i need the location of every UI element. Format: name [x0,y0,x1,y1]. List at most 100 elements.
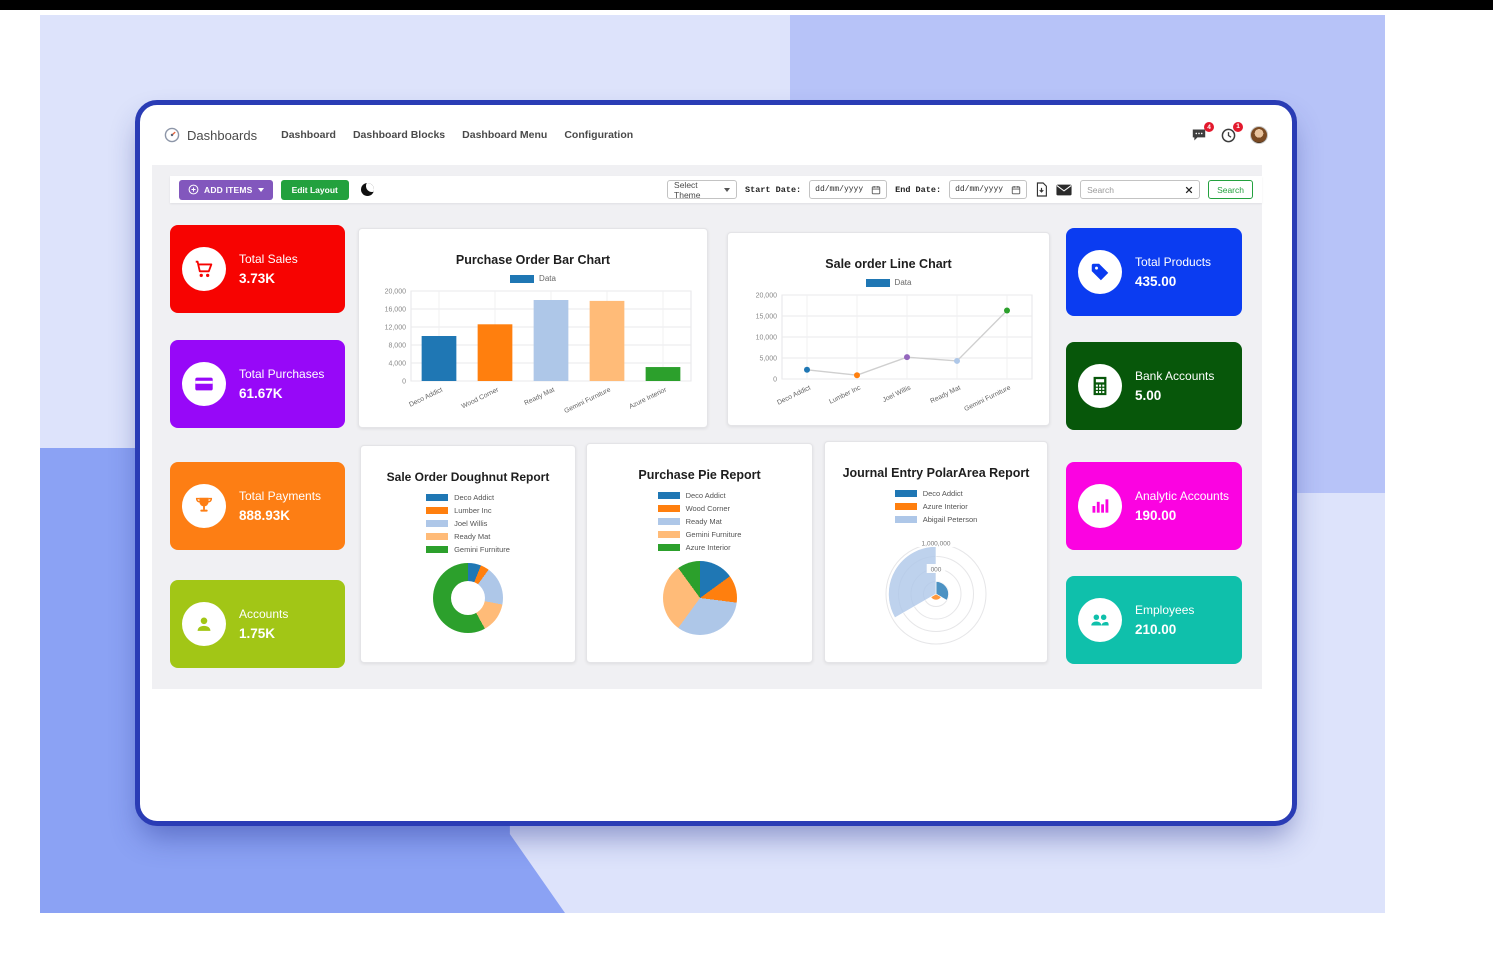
top-navbar: Dashboards Dashboard Dashboard Blocks Da… [140,117,1292,153]
legend-swatch [894,503,917,510]
bar-chart-icon [1078,484,1122,528]
svg-text:12,000: 12,000 [385,325,407,332]
theme-select[interactable]: Select Theme [667,180,738,200]
kpi-employees[interactable]: Employees 210.00 [1066,576,1242,664]
legend-swatch [657,492,680,499]
chart-legend: Deco Addict Lumber Inc Joel Willis Ready Ma… [426,493,510,554]
search-button-label: Search [1217,184,1244,195]
legend-label: Wood Corner [685,504,731,513]
nav-item-dashboard-menu[interactable]: Dashboard Menu [462,129,548,141]
legend-item[interactable]: Ready Mat [657,517,742,526]
kpi-label: Total Purchases [239,367,325,382]
messages-chat-icon[interactable]: 4 [1191,122,1214,142]
dark-mode-moon-icon[interactable] [360,183,374,196]
edit-layout-button[interactable]: Edit Layout [280,179,349,200]
legend-item[interactable]: Deco Addict [426,493,510,502]
legend-swatch [426,507,449,514]
legend-label: Azure Interior [922,502,968,511]
end-date-input[interactable]: dd/mm/yyyy [949,180,1028,199]
kpi-total-payments[interactable]: Total Payments 888.93K [170,462,345,550]
legend-swatch [426,520,449,527]
legend-item[interactable]: Ready Mat [426,532,510,541]
kpi-label: Bank Accounts [1135,369,1215,384]
legend-item[interactable]: Lumber Inc [426,506,510,515]
kpi-value: 210.00 [1135,621,1177,637]
svg-text:0: 0 [773,377,777,384]
user-icon [182,602,226,646]
calculator-icon [1078,364,1122,408]
kpi-label: Employees [1135,603,1195,618]
purchase-pie-card: Purchase Pie Report Deco Addict Wood Corn… [586,443,813,663]
legend-item[interactable]: Deco Addict [657,491,742,500]
start-date-input[interactable]: dd/mm/yyyy [809,180,888,199]
legend-item[interactable]: Azure Interior [657,543,742,552]
kpi-value: 190.00 [1135,507,1177,523]
chart-title: Sale order Line Chart [825,257,952,271]
kpi-total-purchases[interactable]: Total Purchases 61.67K [170,340,345,428]
legend-item[interactable]: Wood Corner [657,504,742,513]
clear-search-icon[interactable] [1185,186,1193,194]
brand[interactable]: Dashboards [164,127,257,143]
legend-item[interactable]: Deco Addict [894,489,978,498]
nav-item-configuration[interactable]: Configuration [564,129,634,141]
svg-text:Azure Interior: Azure Interior [628,386,668,410]
svg-text:Deco Addict: Deco Addict [776,384,812,406]
kpi-label: Total Products [1135,255,1212,270]
pdf-export-icon[interactable] [1035,182,1048,197]
dashboard-toolbar: ADD ITEMS Edit Layout Select Theme Start… [170,176,1262,203]
svg-text:Wood Corner: Wood Corner [461,386,501,410]
svg-text:8,000: 8,000 [388,343,406,350]
legend-item[interactable]: Gemini Furniture [426,545,510,554]
legend-item[interactable]: Abigail Peterson [894,515,978,524]
legend-swatch [426,546,449,553]
calendar-icon[interactable] [871,185,881,195]
legend-label: Deco Addict [685,491,726,500]
purchase-order-bar-chart-card: Purchase Order Bar Chart Data 0 4,000 8,00… [358,228,708,428]
svg-text:Deco Addict: Deco Addict [408,386,444,408]
chevron-down-icon [257,187,264,192]
kpi-total-products[interactable]: Total Products 435.00 [1066,228,1242,316]
add-items-button[interactable]: ADD ITEMS [179,179,273,200]
activities-badge: 1 [1233,121,1243,132]
legend-item[interactable]: Azure Interior [894,502,978,511]
legend-label: Ready Mat [685,517,722,526]
legend-label: Abigail Peterson [922,515,978,524]
legend-label: Ready Mat [454,532,491,541]
svg-text:1,000,000: 1,000,000 [922,541,951,548]
email-envelope-icon[interactable] [1056,184,1072,196]
kpi-label: Analytic Accounts [1135,489,1230,504]
activities-clock-icon[interactable]: 1 [1221,121,1243,143]
svg-text:000: 000 [931,567,942,574]
kpi-value: 888.93K [239,507,291,523]
nav-item-dashboard-blocks[interactable]: Dashboard Blocks [352,129,446,141]
search-input[interactable] [1087,184,1186,195]
legend-label: Lumber Inc [454,506,492,515]
legend-item[interactable]: Gemini Furniture [657,530,741,539]
nav-item-dashboard[interactable]: Dashboard [281,129,336,141]
legend-swatch [657,544,680,551]
kpi-value: 5.00 [1135,387,1162,403]
svg-text:Ready Mat: Ready Mat [929,384,962,405]
calendar-icon[interactable] [1011,185,1021,195]
user-avatar[interactable] [1250,126,1268,144]
gauge-logo-icon [164,127,180,143]
chart-title: Journal Entry PolarArea Report [842,466,1030,480]
legend-item[interactable]: Joel Willis [426,519,510,528]
legend-swatch [894,516,917,523]
users-icon [1078,598,1122,642]
chart-legend[interactable]: Data [728,278,1049,287]
pie-chart [662,561,737,635]
legend-label: Data [539,274,556,283]
kpi-total-sales[interactable]: Total Sales 3.73K [170,225,345,313]
kpi-accounts[interactable]: Accounts 1.75K [170,580,345,668]
legend-swatch [657,531,680,538]
search-button[interactable]: Search [1208,180,1253,199]
top-black-bar [0,0,1493,10]
kpi-analytic-accounts[interactable]: Analytic Accounts 190.00 [1066,462,1242,550]
kpi-label: Accounts [239,607,289,622]
svg-text:15,000: 15,000 [755,314,777,321]
svg-text:Gemini Furniture: Gemini Furniture [963,384,1012,413]
chart-legend[interactable]: Data [359,274,707,283]
kpi-bank-accounts[interactable]: Bank Accounts 5.00 [1066,342,1242,430]
